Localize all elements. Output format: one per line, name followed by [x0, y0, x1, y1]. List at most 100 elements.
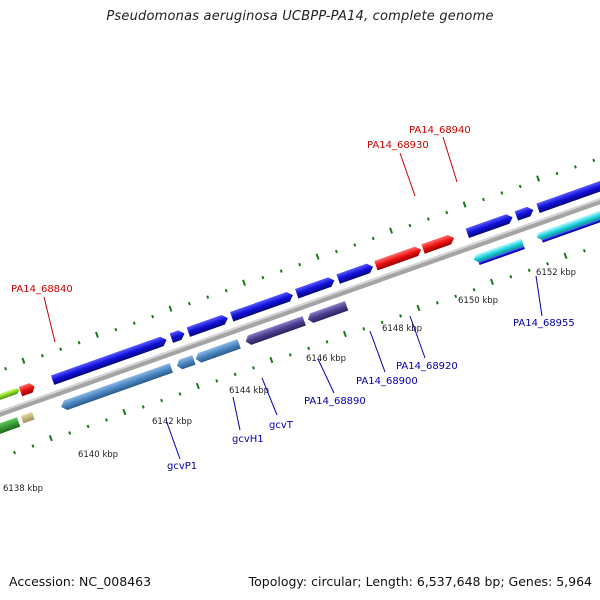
minor-tick [114, 327, 118, 332]
minor-tick [13, 450, 16, 455]
gene-label: PA14_68955 [513, 318, 575, 329]
leader-68920 [409, 315, 426, 359]
leader-68930 [399, 152, 416, 197]
gene-label: gcvT [269, 420, 294, 431]
tick-row-bottom [13, 249, 586, 455]
gene-68890 [245, 316, 306, 345]
minor-tick [555, 171, 559, 176]
leader-68900 [369, 330, 386, 373]
major-tick [21, 357, 26, 364]
gene-labels: PA14_68840 PA14_68930 PA14_68940 gcvP1 g… [11, 125, 575, 472]
minor-tick [426, 217, 430, 221]
minor-tick [31, 444, 35, 448]
minor-tick [380, 320, 384, 325]
minor-tick [252, 366, 255, 370]
kbp-label: 6144 kbp [229, 386, 269, 396]
gene-gcvT [195, 339, 241, 363]
major-tick [168, 305, 173, 312]
kbp-label: 6146 kbp [306, 354, 346, 364]
gene-tan [20, 411, 35, 424]
gene-gcvP1 [60, 363, 173, 410]
gene-68940 [421, 234, 455, 254]
minor-tick [592, 158, 596, 163]
gene-68890-forward [230, 292, 293, 322]
gene-blue-edge [536, 180, 600, 213]
gene-blue-small-a [514, 206, 534, 221]
gene-red-small [18, 383, 35, 397]
gene-label: PA14_68900 [356, 376, 418, 387]
diagram-title: Pseudomonas aeruginosa UCBPP-PA14, compl… [106, 9, 494, 24]
minor-tick [178, 392, 182, 396]
topology-text: Topology: circular; Length: 6,537,648 bp… [248, 574, 592, 589]
label-leaders [43, 136, 543, 460]
minor-tick [141, 405, 145, 409]
gene-68920-forward [336, 263, 374, 284]
gene-label: PA14_68890 [304, 396, 366, 407]
accession-text: Accession: NC_008463 [9, 574, 152, 589]
leader-68940 [442, 136, 458, 183]
gene-68955 [473, 238, 524, 263]
minor-tick [334, 249, 338, 254]
kbp-label: 6152 kbp [536, 268, 576, 278]
kbp-label: 6142 kbp [152, 417, 192, 427]
kbp-label: 6150 kbp [458, 296, 498, 306]
minor-tick [215, 379, 219, 383]
gene-label: PA14_68930 [367, 140, 429, 151]
minor-tick [151, 314, 155, 319]
gene-68955-forward [465, 214, 513, 239]
minor-tick [77, 340, 81, 345]
minor-tick [500, 191, 504, 195]
gene-green-reverse [0, 417, 21, 439]
minor-tick [371, 236, 375, 241]
gene-label: gcvP1 [167, 461, 197, 472]
minor-tick [482, 197, 485, 202]
minor-tick [307, 346, 311, 351]
minor-tick [454, 294, 458, 299]
minor-tick [582, 249, 586, 253]
gene-green-forward [0, 388, 20, 401]
minor-tick [472, 288, 476, 292]
major-tick [315, 253, 320, 260]
gene-68900-forward [295, 277, 335, 299]
major-tick [536, 175, 541, 182]
major-tick [122, 408, 127, 416]
minor-tick [261, 275, 265, 280]
minor-tick [518, 184, 522, 189]
minor-tick [573, 165, 577, 169]
minor-tick [288, 353, 292, 357]
leader-68890 [317, 358, 335, 394]
gene-68900 [307, 301, 349, 323]
leader-68840 [43, 296, 56, 343]
minor-tick [233, 372, 237, 377]
genome-backbone [0, 177, 600, 436]
minor-tick [298, 262, 302, 267]
gene-cyan-edge-under [541, 213, 600, 243]
leader-68955 [535, 275, 543, 317]
gene-gcvH1-forward [169, 330, 185, 343]
gene-68930 [374, 246, 422, 271]
minor-tick [527, 268, 531, 273]
gene-label: PA14_68940 [409, 125, 471, 136]
minor-tick [279, 269, 283, 273]
minor-tick [132, 321, 136, 325]
major-tick [389, 227, 394, 234]
minor-tick [4, 366, 7, 371]
gene-label: PA14_68840 [11, 284, 73, 295]
minor-tick [40, 353, 44, 358]
minor-tick [325, 340, 329, 344]
leader-gcvT [261, 377, 278, 416]
minor-tick [399, 314, 402, 318]
minor-tick [86, 424, 90, 429]
minor-tick [509, 275, 513, 279]
minor-tick [224, 288, 228, 293]
major-tick [95, 331, 99, 338]
minor-tick [206, 295, 210, 299]
major-tick [195, 382, 200, 390]
minor-tick [408, 223, 412, 228]
minor-tick [435, 301, 439, 305]
major-tick [269, 356, 274, 364]
minor-tick [105, 418, 108, 422]
kbp-label: 6148 kbp [382, 324, 422, 334]
gene-cyan-edge [536, 205, 600, 240]
